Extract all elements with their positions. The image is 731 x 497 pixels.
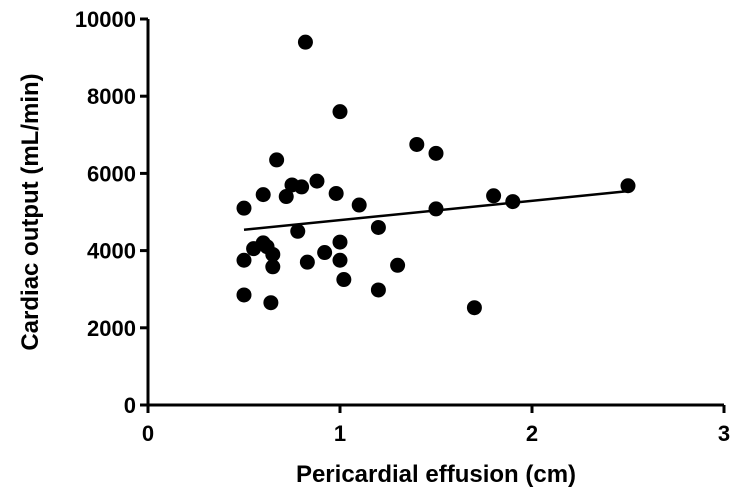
- axes: [146, 19, 724, 407]
- data-point: [486, 188, 502, 204]
- y-tick-label: 4000: [87, 239, 136, 264]
- x-tick-label: 2: [526, 421, 538, 446]
- y-axis-title: Cardiac output (mL/min): [17, 73, 44, 350]
- data-point: [332, 104, 348, 120]
- data-point: [328, 185, 344, 201]
- y-tick-label: 6000: [87, 161, 136, 186]
- data-point: [263, 295, 279, 311]
- y-tick-label: 2000: [87, 316, 136, 341]
- data-point: [351, 197, 367, 213]
- data-point: [299, 254, 315, 270]
- y-tick-label: 0: [124, 393, 136, 418]
- data-point: [428, 201, 444, 217]
- data-point: [265, 259, 281, 275]
- ticks: 0 1 2 3 0 2000 4000 6000 8000 10000: [75, 7, 730, 446]
- data-point: [409, 136, 425, 152]
- data-point: [336, 272, 352, 288]
- y-tick-label: 10000: [75, 7, 136, 32]
- x-axis-title: Pericardial effusion (cm): [296, 461, 576, 488]
- data-point: [236, 287, 252, 303]
- data-point: [370, 282, 386, 298]
- data-point: [317, 245, 333, 261]
- data-point: [297, 34, 313, 50]
- x-tick-label: 0: [142, 421, 154, 446]
- data-point: [290, 223, 306, 239]
- data-point: [428, 145, 444, 161]
- data-point: [332, 234, 348, 250]
- data-point: [466, 300, 482, 316]
- data-point: [505, 194, 521, 210]
- data-point: [269, 152, 285, 168]
- data-point: [620, 178, 636, 194]
- data-point: [370, 219, 386, 235]
- data-point: [309, 173, 325, 189]
- y-tick-label: 8000: [87, 84, 136, 109]
- data-point: [265, 246, 281, 262]
- x-tick-label: 1: [334, 421, 346, 446]
- data-point: [278, 189, 294, 205]
- data-point: [236, 252, 252, 268]
- data-points: [236, 34, 636, 316]
- x-tick-label: 3: [718, 421, 730, 446]
- data-point: [294, 179, 310, 195]
- data-point: [236, 200, 252, 216]
- data-point: [390, 257, 406, 273]
- data-point: [332, 252, 348, 268]
- data-point: [255, 187, 271, 203]
